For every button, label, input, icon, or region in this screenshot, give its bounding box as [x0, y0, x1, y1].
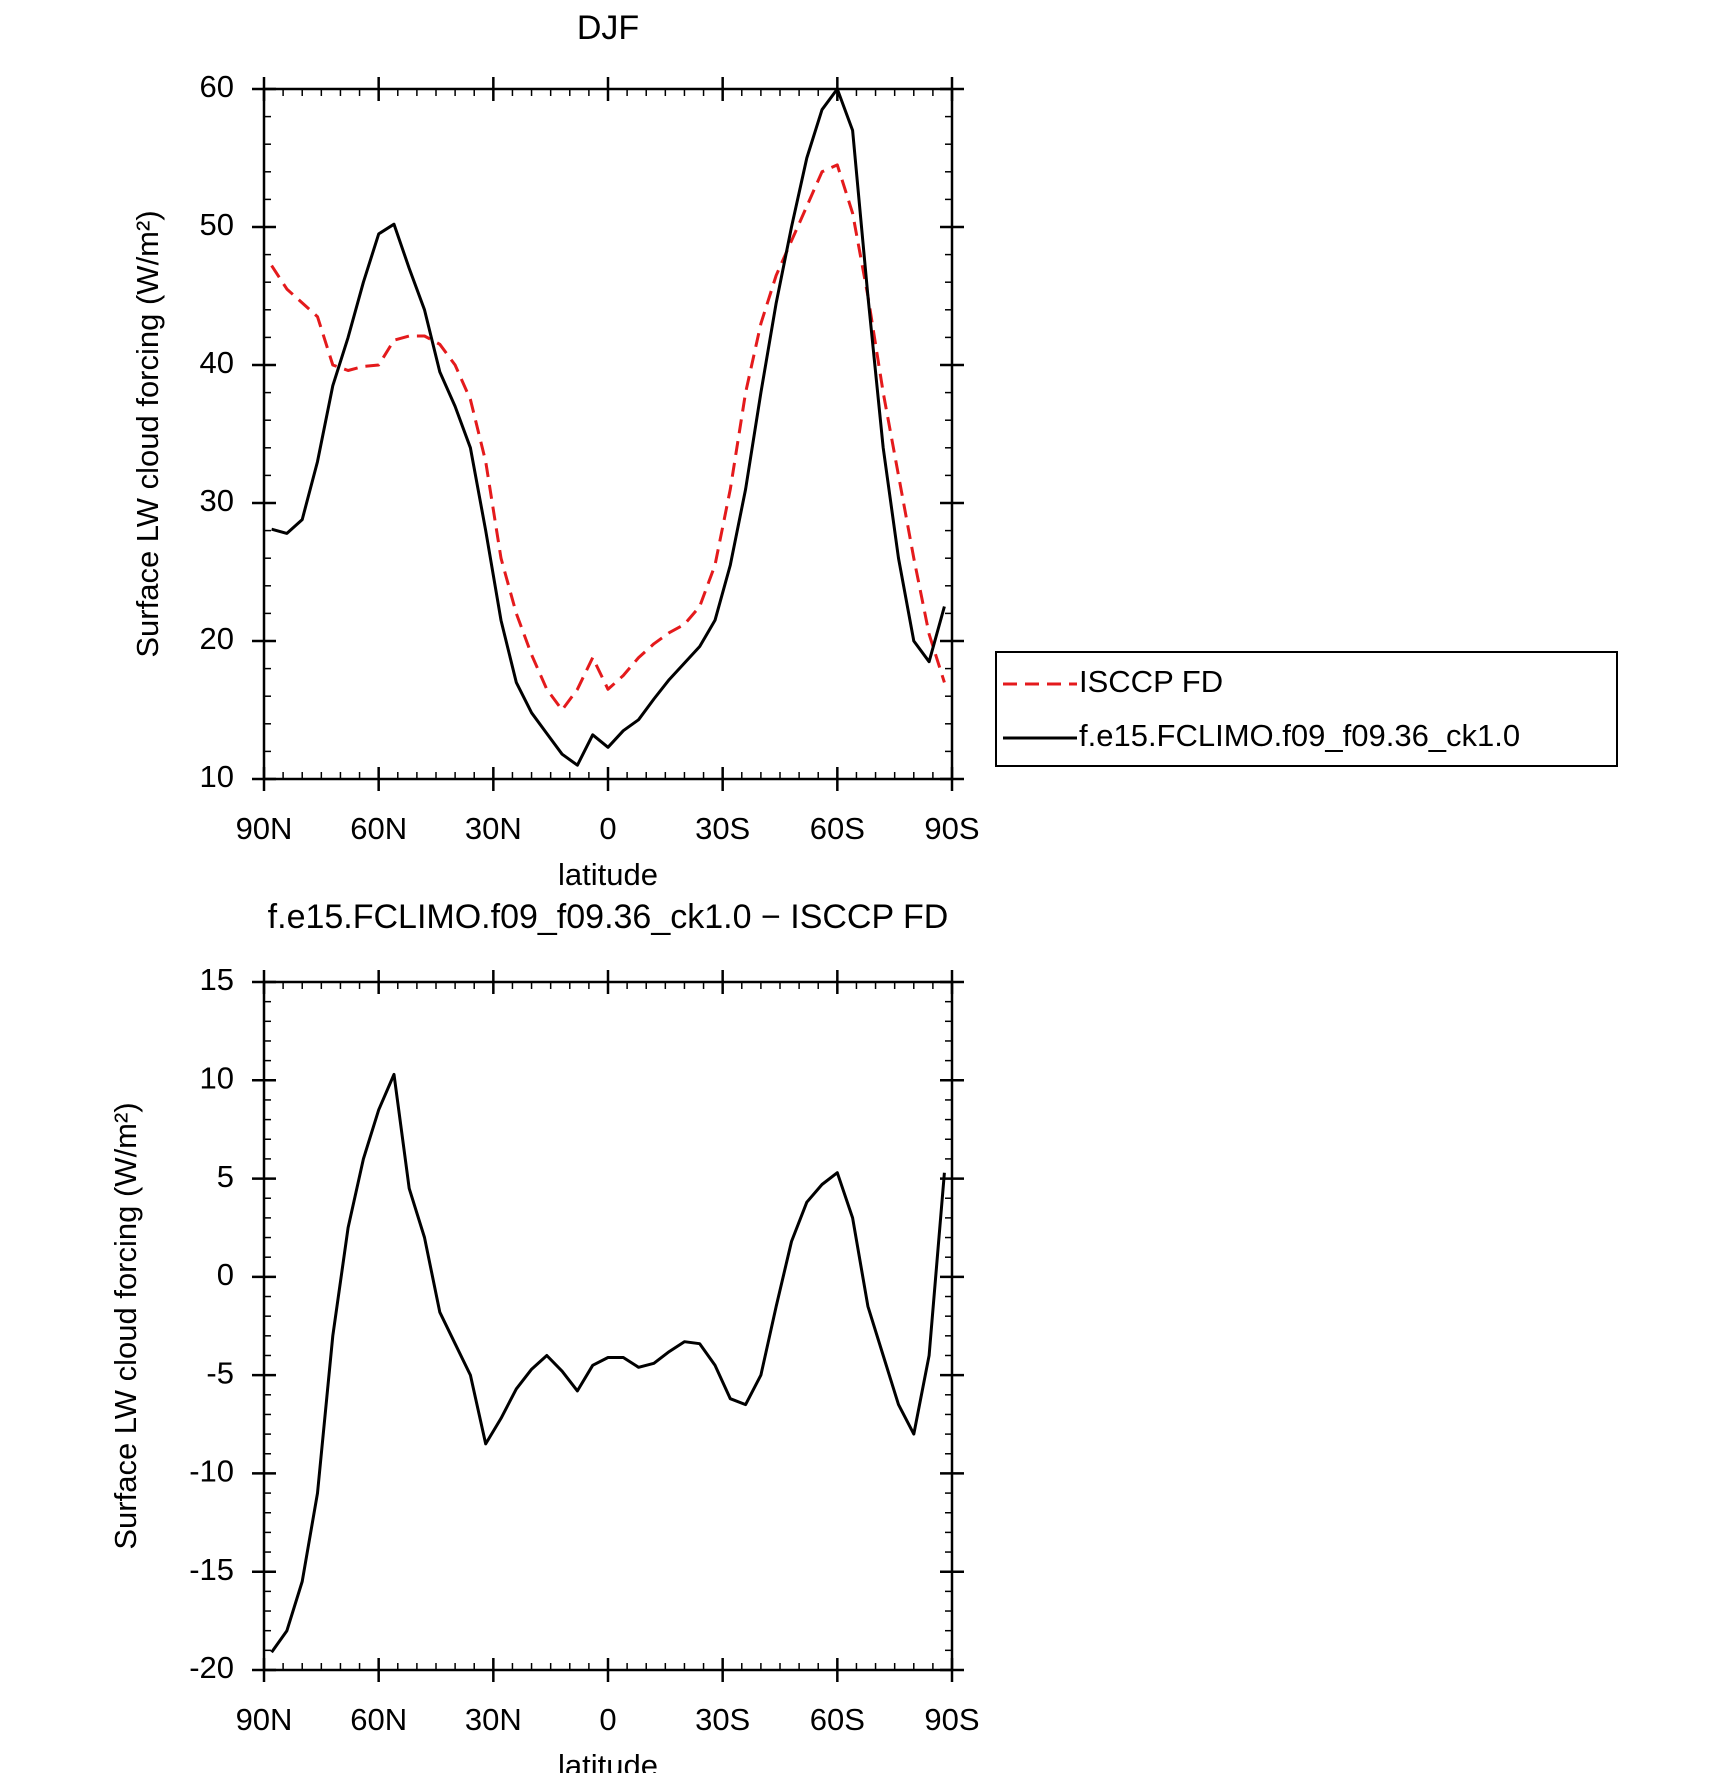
y-tick-label: 5	[217, 1159, 234, 1194]
x-tick-label: 90S	[924, 811, 979, 846]
x-tick-label: 30S	[695, 1702, 750, 1737]
y-tick-label: -20	[189, 1650, 234, 1685]
legend-box	[995, 651, 1618, 767]
legend-label: ISCCP FD	[1079, 664, 1223, 699]
y-tick-label: 40	[200, 345, 234, 380]
x-tick-label: 30S	[695, 811, 750, 846]
chart-title: DJF	[577, 9, 639, 47]
x-tick-label: 90N	[236, 1702, 293, 1737]
y-tick-label: 15	[200, 962, 234, 997]
y-tick-label: -5	[206, 1355, 234, 1390]
x-axis-label: latitude	[558, 1748, 658, 1773]
x-tick-label: 90N	[236, 811, 293, 846]
y-tick-label: 0	[217, 1257, 234, 1292]
y-tick-label: -15	[189, 1552, 234, 1587]
x-tick-label: 30N	[465, 811, 522, 846]
series-line	[271, 87, 946, 767]
x-tick-label: 30N	[465, 1702, 522, 1737]
series-line	[270, 163, 946, 712]
y-tick-label: 50	[200, 207, 234, 242]
x-tick-label: 0	[599, 811, 616, 846]
x-tick-label: 60N	[350, 1702, 407, 1737]
x-tick-label: 0	[599, 1702, 616, 1737]
y-tick-label: 60	[200, 69, 234, 104]
y-axis-label: Surface LW cloud forcing (W/m²)	[130, 210, 165, 657]
plot-frame	[262, 980, 954, 1672]
x-tick-label: 90S	[924, 1702, 979, 1737]
x-tick-label: 60S	[810, 811, 865, 846]
chart-title: f.e15.FCLIMO.f09_f09.36_ck1.0 − ISCCP FD	[268, 898, 949, 936]
y-tick-label: 20	[200, 621, 234, 656]
y-tick-label: 10	[200, 759, 234, 794]
y-tick-label: 30	[200, 483, 234, 518]
plot-frame	[262, 87, 954, 781]
y-tick-label: -10	[189, 1454, 234, 1489]
legend-label: f.e15.FCLIMO.f09_f09.36_ck1.0	[1079, 718, 1520, 753]
x-tick-label: 60S	[810, 1702, 865, 1737]
x-tick-label: 60N	[350, 811, 407, 846]
x-axis-label: latitude	[558, 857, 658, 892]
y-tick-label: 10	[200, 1060, 234, 1095]
y-axis-label: Surface LW cloud forcing (W/m²)	[108, 1102, 143, 1549]
series-line	[270, 1072, 946, 1654]
